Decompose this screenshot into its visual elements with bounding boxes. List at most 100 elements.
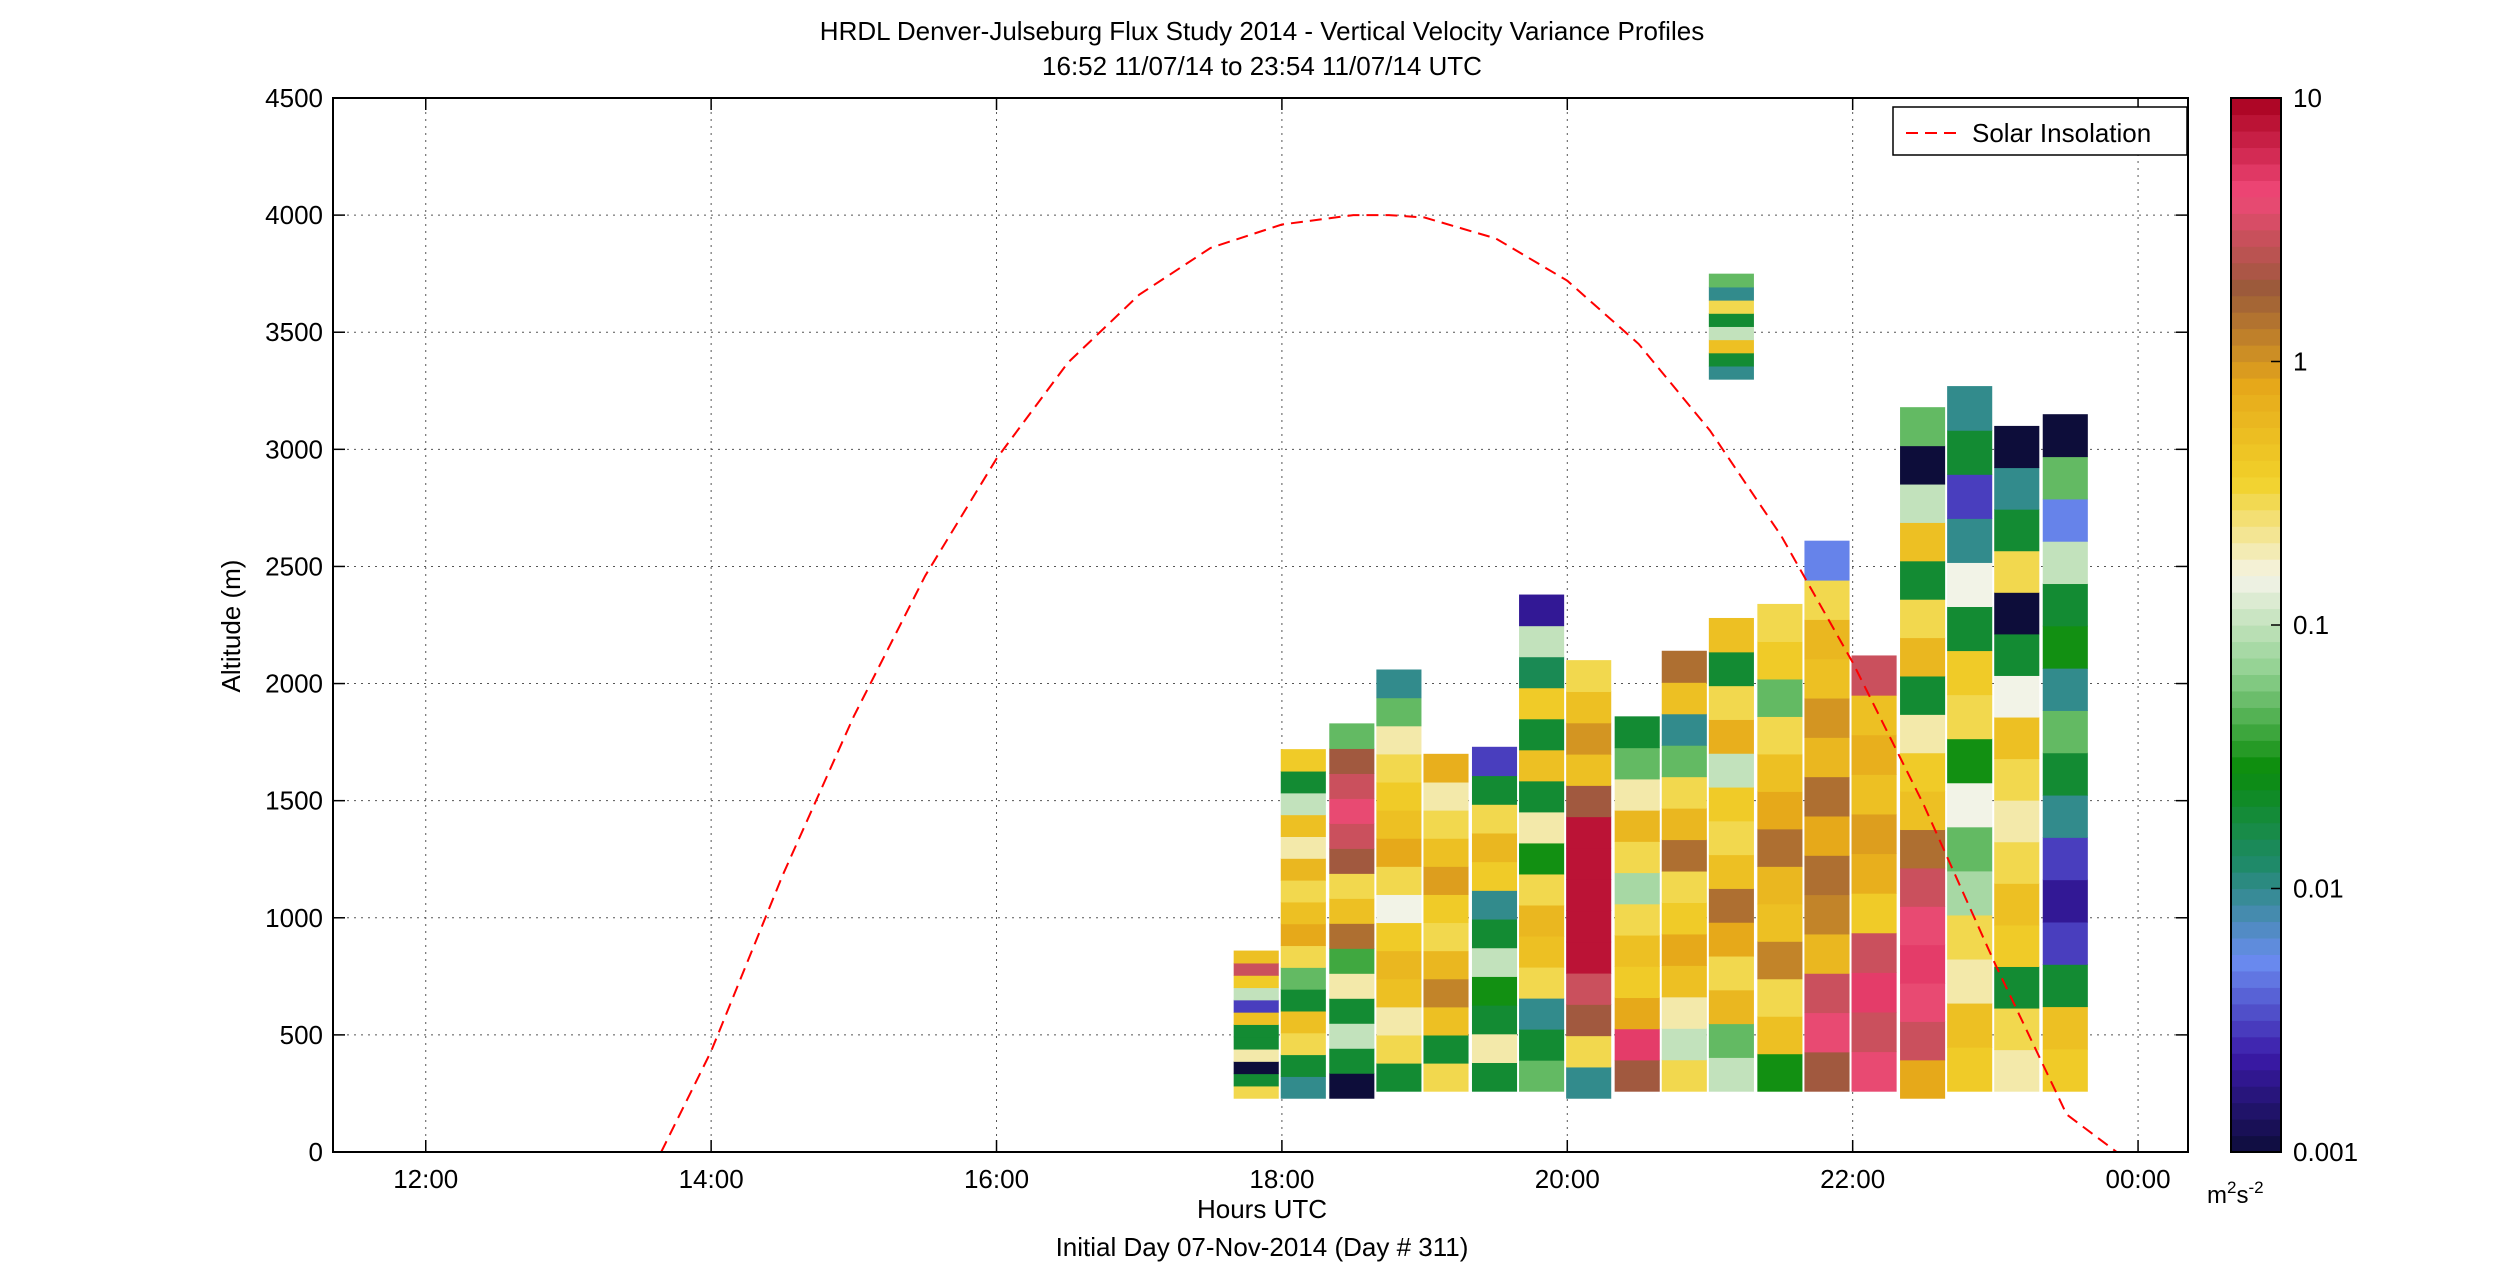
heatmap-cell bbox=[1994, 883, 2040, 926]
x-tick-label: 00:00 bbox=[2106, 1164, 2171, 1194]
heatmap-cell bbox=[1329, 823, 1375, 849]
colorbar-segment bbox=[2231, 262, 2281, 280]
heatmap-cell bbox=[1566, 660, 1612, 693]
heatmap-cell bbox=[1423, 1062, 1469, 1092]
heatmap-cell bbox=[1900, 560, 1946, 600]
heatmap-cell bbox=[1233, 987, 1279, 1001]
colorbar-tick-label: 0.001 bbox=[2293, 1137, 2358, 1167]
heatmap-cell bbox=[1994, 758, 2040, 801]
heatmap-cell bbox=[1280, 901, 1326, 925]
heatmap-cell bbox=[1423, 1006, 1469, 1036]
heatmap-cell bbox=[1947, 474, 1993, 519]
heatmap-cell bbox=[1614, 716, 1660, 749]
heatmap-cell bbox=[1851, 734, 1897, 775]
heatmap-cell bbox=[1900, 829, 1946, 869]
heatmap-cell bbox=[1376, 1034, 1422, 1064]
heatmap-cell bbox=[1947, 914, 1993, 960]
colorbar-segment bbox=[2231, 592, 2281, 610]
colorbar-segment bbox=[2231, 163, 2281, 181]
heatmap-cell bbox=[2042, 668, 2088, 711]
heatmap-cell bbox=[1423, 866, 1469, 895]
colorbar-segment bbox=[2231, 904, 2281, 923]
heatmap-cell bbox=[1423, 753, 1469, 783]
heatmap-cell bbox=[1947, 518, 1993, 563]
heatmap-cell bbox=[1329, 723, 1375, 749]
heatmap-cell bbox=[1661, 996, 1707, 1029]
heatmap-cell bbox=[1376, 978, 1422, 1008]
heatmap-cell bbox=[1423, 1034, 1469, 1064]
heatmap-cell bbox=[1233, 950, 1279, 964]
heatmap-cell bbox=[1851, 893, 1897, 934]
chart-title: HRDL Denver-Julseburg Flux Study 2014 - … bbox=[820, 16, 1704, 46]
heatmap-cell bbox=[1471, 947, 1518, 977]
heatmap-cell bbox=[1708, 326, 1754, 341]
colorbar-segment bbox=[2231, 213, 2281, 231]
heatmap-cell bbox=[1661, 1028, 1707, 1061]
colorbar-segment bbox=[2231, 740, 2281, 758]
colorbar-tick-label: 10 bbox=[2293, 83, 2322, 113]
colorbar-segment bbox=[2231, 822, 2281, 840]
colorbar-segment bbox=[2231, 196, 2281, 214]
heatmap-cell bbox=[2042, 837, 2088, 881]
colorbar-segment bbox=[2231, 509, 2281, 527]
heatmap-cell bbox=[1661, 745, 1707, 778]
heatmap-cell bbox=[1947, 870, 1993, 916]
heatmap-cell bbox=[1947, 826, 1993, 872]
heatmap-cell bbox=[1376, 725, 1422, 755]
heatmap-cell bbox=[1471, 832, 1518, 863]
colorbar-units: m2s-2 bbox=[2207, 1178, 2264, 1209]
heatmap-cell bbox=[1661, 1059, 1707, 1092]
heatmap-cell bbox=[2042, 752, 2088, 796]
heatmap-cell bbox=[1994, 966, 2040, 1009]
colorbar-segment bbox=[2231, 180, 2281, 198]
heatmap-cell bbox=[1757, 716, 1803, 755]
heatmap-cell bbox=[1519, 935, 1565, 968]
heatmap-cell bbox=[1757, 753, 1803, 792]
x-axis-sublabel: Initial Day 07-Nov-2014 (Day # 311) bbox=[1056, 1232, 1469, 1262]
heatmap-cell bbox=[2042, 541, 2088, 585]
heatmap-cell bbox=[1708, 300, 1754, 314]
heatmap-cell bbox=[1900, 675, 1946, 715]
colorbar-segment bbox=[2231, 608, 2281, 626]
legend: Solar Insolation bbox=[1892, 106, 2188, 156]
colorbar-segment bbox=[2231, 1102, 2281, 1120]
heatmap-cell bbox=[2042, 583, 2088, 627]
heatmap-cell bbox=[1280, 836, 1326, 859]
heatmap-cell bbox=[1804, 855, 1850, 896]
colorbar-segment bbox=[2231, 1053, 2281, 1071]
heatmap-cell bbox=[1471, 976, 1518, 1006]
heatmap-cell bbox=[1280, 1076, 1326, 1099]
heatmap-cell bbox=[1329, 873, 1375, 899]
colorbar-segment bbox=[2231, 427, 2281, 445]
heatmap-cell bbox=[1851, 1011, 1897, 1053]
heatmap-cell bbox=[1329, 973, 1375, 999]
heatmap-cell bbox=[1566, 1035, 1612, 1068]
heatmap-cell bbox=[1994, 924, 2040, 967]
heatmap-cell bbox=[1708, 651, 1754, 687]
solar-insolation-line bbox=[660, 214, 2118, 1153]
heatmap-cell bbox=[1376, 866, 1422, 895]
heatmap-cell bbox=[1280, 770, 1326, 794]
heatmap-cell bbox=[1423, 922, 1469, 952]
plot-frame bbox=[332, 97, 2189, 1153]
colorbar-segment bbox=[2231, 559, 2281, 577]
heatmap-cell bbox=[1614, 841, 1660, 874]
y-tick-label: 3500 bbox=[265, 317, 323, 347]
heatmap-cell bbox=[1851, 695, 1897, 736]
heatmap-cell bbox=[1423, 978, 1469, 1008]
heatmap-cell bbox=[1804, 579, 1850, 620]
heatmap-cell bbox=[1376, 838, 1422, 867]
colorbar-segment bbox=[2231, 575, 2281, 593]
heatmap-cell bbox=[1708, 1023, 1754, 1058]
heatmap-cell bbox=[1280, 858, 1326, 881]
heatmap-cell bbox=[1947, 606, 1993, 652]
heatmap-cell bbox=[1423, 950, 1469, 980]
colorbar-segment bbox=[2231, 130, 2281, 149]
heatmap-cell bbox=[1900, 637, 1946, 677]
colorbar-segment bbox=[2231, 345, 2281, 363]
heatmap-cell bbox=[1519, 656, 1565, 689]
colorbar-tick-label: 0.01 bbox=[2293, 874, 2344, 904]
heatmap-cell bbox=[1708, 989, 1754, 1025]
heatmap-cell bbox=[1614, 934, 1660, 967]
heatmap-cell bbox=[1423, 810, 1469, 839]
